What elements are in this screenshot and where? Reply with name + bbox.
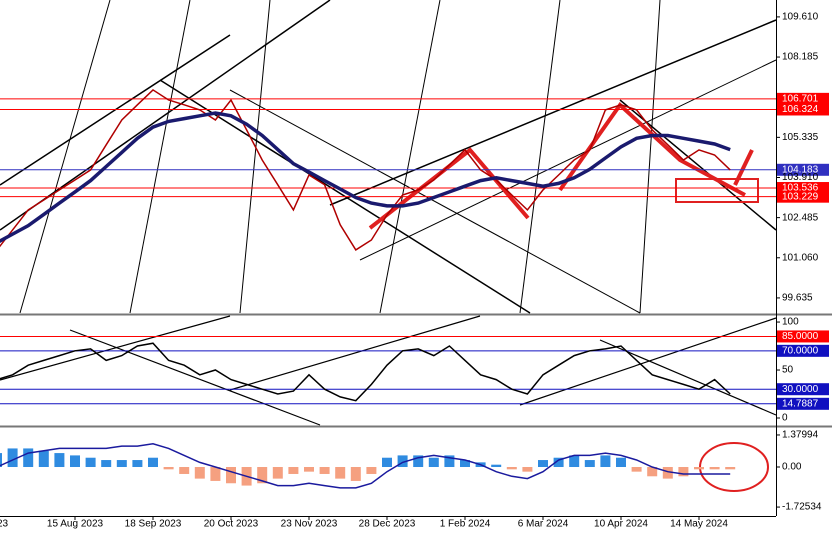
y-tick-label: 100 (782, 317, 799, 328)
level-label-box (777, 383, 829, 396)
series-line (0, 111, 731, 243)
y-tick-label: 0 (782, 413, 788, 424)
histogram-bar (506, 467, 517, 470)
y-tick-label: 108.185 (782, 52, 819, 63)
x-tick-label: 15 Aug 2023 (47, 519, 104, 530)
histogram-bar (132, 460, 143, 468)
x-tick-label: 18 Sep 2023 (125, 519, 182, 530)
histogram-bar (491, 464, 502, 468)
x-tick-label: 28 Dec 2023 (359, 519, 416, 530)
histogram-bar (101, 460, 112, 468)
histogram-bar (335, 467, 346, 479)
y-tick-label: 99.635 (782, 293, 813, 304)
histogram-bar (647, 467, 658, 477)
x-tick-label: 6 Mar 2024 (518, 519, 569, 530)
histogram-bar (522, 467, 533, 472)
level-label-box (777, 397, 829, 410)
histogram-bar (226, 467, 236, 484)
y-tick-label: 102.485 (782, 212, 819, 223)
histogram-bar (584, 460, 595, 468)
histogram-bar (631, 467, 642, 472)
level-label-box (777, 163, 829, 176)
y-tick-label: 109.610 (782, 12, 819, 23)
level-label: 70.0000 (782, 345, 819, 356)
histogram-bar (397, 455, 408, 468)
y-tick-label: 101.060 (782, 252, 819, 263)
histogram-bar (366, 467, 377, 474)
histogram-bar (569, 455, 580, 468)
histogram-bar (7, 448, 18, 468)
histogram-bar (23, 448, 34, 468)
histogram-bar (148, 457, 158, 468)
histogram-bar (179, 467, 190, 474)
level-label: 103.229 (782, 191, 819, 202)
histogram-bar (538, 460, 548, 468)
level-label-box (777, 103, 829, 116)
histogram-bar (444, 455, 455, 468)
histogram-bar (600, 455, 611, 468)
y-tick-label: 1.37994 (782, 430, 819, 441)
level-label: 14.7887 (782, 398, 819, 409)
x-tick-label: 2023 (0, 519, 9, 530)
y-tick-label: 50 (782, 365, 794, 376)
level-label: 103.536 (782, 183, 819, 194)
y-tick-label: 103.910 (782, 172, 819, 183)
histogram-bar (163, 467, 174, 470)
level-label: 106.701 (782, 93, 819, 104)
histogram-bar (460, 460, 470, 468)
x-tick-label: 14 May 2024 (670, 519, 728, 530)
histogram-bar (350, 467, 361, 481)
x-tick-label: 23 Nov 2023 (281, 519, 338, 530)
histogram-bar (0, 453, 2, 468)
histogram-bar (85, 457, 96, 468)
level-label: 104.183 (782, 164, 819, 175)
histogram-bar (319, 467, 330, 474)
histogram-bar (38, 450, 49, 468)
histogram-bar (382, 457, 392, 468)
histogram-bar (288, 467, 299, 474)
histogram-bar (694, 467, 704, 470)
histogram-bar (116, 460, 127, 468)
histogram-bar (54, 453, 65, 468)
level-label-box (777, 330, 829, 343)
level-label-box (777, 344, 829, 357)
y-tick-label: -1.72534 (782, 502, 822, 513)
series-line (0, 443, 731, 489)
series-line (0, 342, 731, 402)
histogram-bar (709, 467, 720, 470)
histogram-bar (257, 467, 268, 484)
x-tick-label: 10 Apr 2024 (594, 519, 648, 530)
y-tick-label: 0.00 (782, 462, 802, 473)
histogram-bar (662, 467, 673, 479)
annotations (368, 101, 769, 492)
level-label: 30.0000 (782, 384, 819, 395)
series-line (0, 88, 731, 251)
x-tick-label: 1 Feb 2024 (440, 519, 491, 530)
histogram-bar (304, 467, 314, 472)
level-label-box (777, 92, 829, 105)
y-tick-label: 105.335 (782, 132, 819, 143)
histogram-bar (210, 467, 221, 481)
level-label: 106.324 (782, 104, 819, 115)
histogram-bar (272, 467, 283, 479)
histogram-bar (428, 457, 439, 468)
level-label: 85.0000 (782, 331, 819, 342)
histogram-bar (553, 457, 564, 468)
histogram-bar (616, 457, 626, 468)
histogram-bar (70, 455, 80, 468)
histogram-bar (678, 467, 689, 477)
histogram-bar (413, 455, 424, 468)
x-tick-label: 20 Oct 2023 (204, 519, 259, 530)
level-label-box (777, 190, 829, 203)
histogram-bar (194, 467, 205, 479)
histogram-bar (725, 467, 736, 470)
